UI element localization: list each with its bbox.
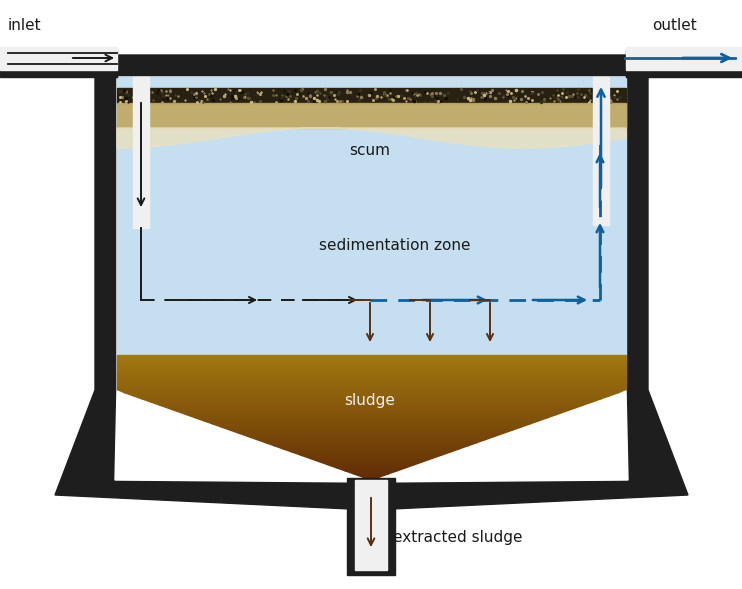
Polygon shape [593,77,609,225]
Polygon shape [248,436,495,439]
Polygon shape [117,374,626,377]
Polygon shape [283,449,459,452]
Polygon shape [0,50,117,77]
Polygon shape [256,439,486,442]
Polygon shape [301,455,441,458]
Polygon shape [353,474,389,477]
Polygon shape [318,461,424,464]
Polygon shape [626,50,742,77]
Polygon shape [239,433,504,436]
Polygon shape [117,358,626,361]
Text: extracted sludge: extracted sludge [393,530,522,545]
Polygon shape [117,377,626,380]
Polygon shape [124,392,619,396]
Polygon shape [186,415,557,418]
Polygon shape [230,430,513,433]
Polygon shape [117,77,626,355]
Polygon shape [194,418,548,421]
Text: sludge: sludge [344,393,395,408]
Polygon shape [160,405,583,408]
Text: inlet: inlet [8,18,42,33]
Polygon shape [117,380,626,383]
Polygon shape [133,77,149,228]
Polygon shape [355,480,387,570]
Text: outlet: outlet [652,18,697,33]
Polygon shape [203,421,539,423]
Polygon shape [221,427,522,430]
Polygon shape [117,370,626,374]
Polygon shape [117,386,626,389]
Polygon shape [95,55,117,77]
Polygon shape [344,471,398,474]
Polygon shape [212,423,531,427]
Text: scum: scum [349,143,390,158]
Polygon shape [274,446,468,449]
Polygon shape [168,408,574,411]
Polygon shape [327,464,416,468]
Polygon shape [626,55,648,77]
Polygon shape [55,55,688,510]
Polygon shape [309,458,433,461]
Polygon shape [142,399,601,402]
Polygon shape [626,47,742,70]
Polygon shape [117,361,626,365]
Polygon shape [115,77,628,482]
Polygon shape [151,402,592,405]
Polygon shape [117,355,626,358]
Polygon shape [117,389,626,392]
Polygon shape [117,103,626,128]
Polygon shape [292,452,450,455]
Polygon shape [177,411,566,415]
Polygon shape [117,368,626,370]
Text: sedimentation zone: sedimentation zone [319,238,470,253]
Polygon shape [362,477,380,480]
Polygon shape [347,478,395,575]
Polygon shape [133,396,610,399]
Polygon shape [265,442,477,446]
Polygon shape [117,128,626,148]
Polygon shape [117,88,626,103]
Polygon shape [335,468,407,471]
Polygon shape [0,47,117,70]
Polygon shape [117,383,626,386]
Polygon shape [117,365,626,368]
